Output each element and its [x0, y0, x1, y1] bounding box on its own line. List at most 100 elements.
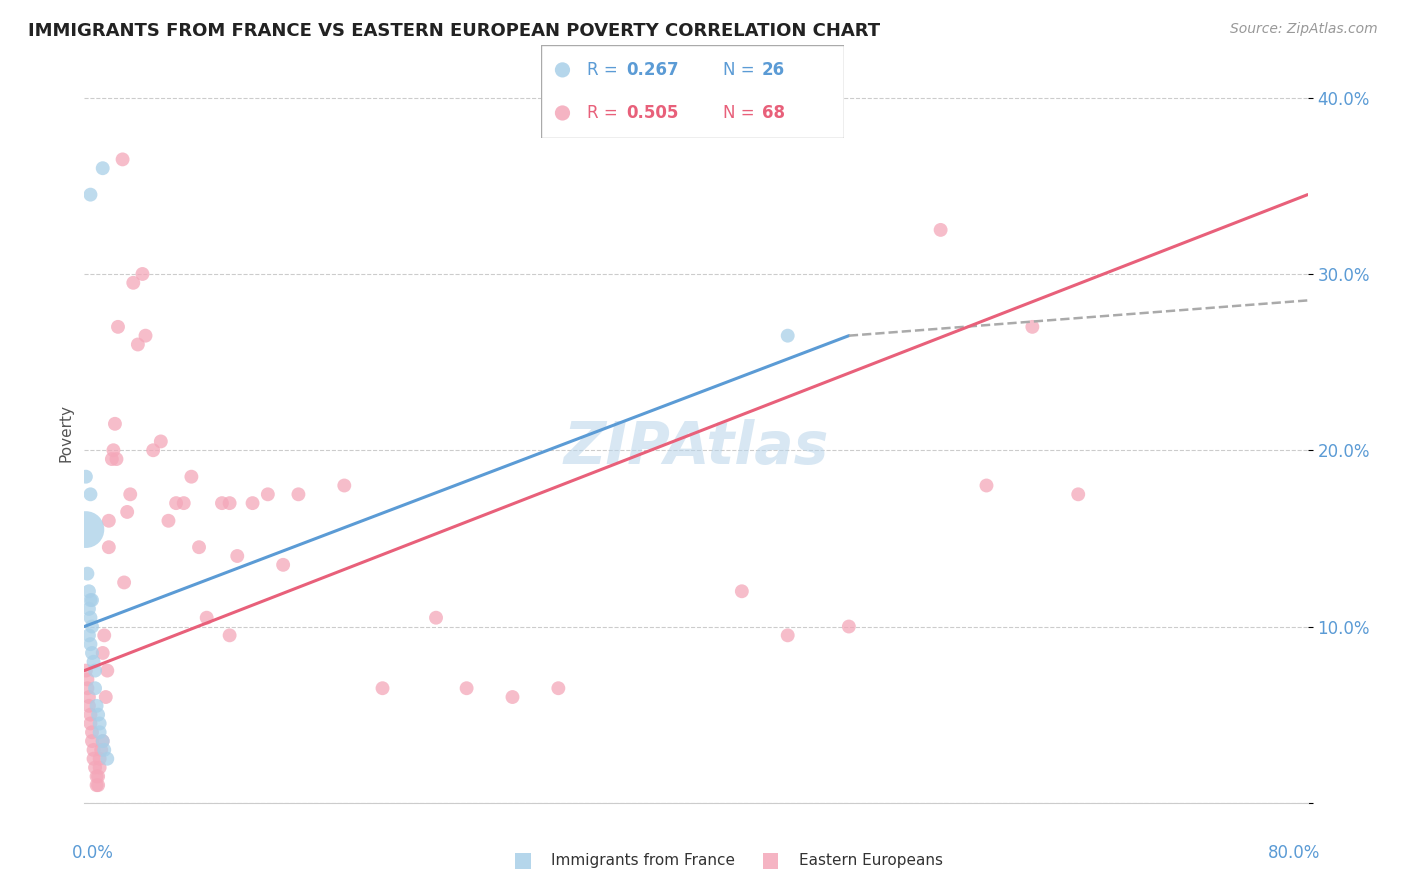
Point — [77, 602, 100, 616]
Point — [165, 496, 187, 510]
Text: R =: R = — [586, 104, 617, 122]
Point — [89, 752, 111, 766]
Point — [776, 628, 799, 642]
Point — [77, 698, 100, 713]
Point — [1021, 319, 1043, 334]
Point — [131, 267, 153, 281]
Text: 26: 26 — [762, 61, 785, 78]
Point — [77, 690, 100, 704]
Point — [105, 452, 128, 467]
Point — [87, 707, 110, 722]
Point — [551, 62, 574, 77]
Text: IMMIGRANTS FROM FRANCE VS EASTERN EUROPEAN POVERTY CORRELATION CHART: IMMIGRANTS FROM FRANCE VS EASTERN EUROPE… — [28, 22, 880, 40]
Point — [91, 734, 114, 748]
Text: Eastern Europeans: Eastern Europeans — [799, 854, 942, 868]
Text: 68: 68 — [762, 104, 785, 122]
Point — [127, 337, 149, 351]
Text: N =: N = — [723, 104, 754, 122]
Point — [371, 681, 394, 696]
Point — [838, 619, 860, 633]
Point — [93, 628, 115, 642]
Point — [287, 487, 309, 501]
Point — [75, 523, 97, 537]
Point — [1067, 487, 1090, 501]
Point — [89, 760, 111, 774]
Point — [211, 496, 233, 510]
Point — [97, 514, 120, 528]
Point — [80, 593, 103, 607]
Point — [75, 469, 97, 483]
Point — [91, 646, 114, 660]
Point — [77, 584, 100, 599]
Text: R =: R = — [586, 61, 617, 78]
Text: 0.505: 0.505 — [626, 104, 678, 122]
Text: N =: N = — [723, 61, 754, 78]
Point — [759, 854, 782, 868]
Text: Source: ZipAtlas.com: Source: ZipAtlas.com — [1230, 22, 1378, 37]
Point — [218, 496, 240, 510]
Point — [76, 673, 98, 687]
Text: 80.0%: 80.0% — [1267, 844, 1320, 862]
Point — [226, 549, 249, 563]
Point — [80, 734, 103, 748]
Point — [115, 505, 138, 519]
Point — [456, 681, 478, 696]
Point — [93, 743, 115, 757]
Point — [90, 743, 112, 757]
Point — [79, 610, 101, 624]
Point — [80, 646, 103, 660]
Point — [149, 434, 172, 449]
Text: 0.0%: 0.0% — [72, 844, 114, 862]
Point — [96, 664, 118, 678]
Point — [257, 487, 280, 501]
Point — [242, 496, 264, 510]
Text: Immigrants from France: Immigrants from France — [551, 854, 735, 868]
Point — [83, 752, 105, 766]
Point — [188, 540, 211, 554]
Point — [79, 593, 101, 607]
Point — [104, 417, 127, 431]
Point — [218, 628, 240, 642]
Point — [87, 778, 110, 792]
Point — [86, 778, 108, 792]
Point — [271, 558, 294, 572]
Point — [91, 161, 114, 176]
Point — [551, 106, 574, 120]
Point — [79, 716, 101, 731]
Point — [142, 443, 165, 458]
Point — [157, 514, 180, 528]
Point — [731, 584, 754, 599]
Point — [76, 681, 98, 696]
Text: 0.267: 0.267 — [626, 61, 679, 78]
Point — [180, 469, 202, 483]
Point — [111, 153, 134, 167]
Point — [97, 540, 120, 554]
Point — [425, 610, 447, 624]
Point — [84, 664, 107, 678]
Point — [79, 637, 101, 651]
Point — [929, 223, 952, 237]
Point — [89, 716, 111, 731]
Point — [502, 690, 524, 704]
Point — [94, 690, 117, 704]
Point — [79, 187, 101, 202]
Point — [512, 854, 534, 868]
Point — [86, 769, 108, 783]
Point — [976, 478, 998, 492]
Point — [76, 566, 98, 581]
Point — [84, 681, 107, 696]
Point — [86, 698, 108, 713]
Point — [107, 319, 129, 334]
Point — [79, 487, 101, 501]
Point — [112, 575, 135, 590]
Point — [84, 760, 107, 774]
Point — [79, 707, 101, 722]
Point — [103, 443, 125, 458]
Point — [135, 328, 157, 343]
Point — [75, 664, 97, 678]
Point — [547, 681, 569, 696]
Point — [195, 610, 218, 624]
Text: ZIPAtlas: ZIPAtlas — [564, 419, 828, 476]
Point — [80, 725, 103, 739]
Point — [80, 619, 103, 633]
